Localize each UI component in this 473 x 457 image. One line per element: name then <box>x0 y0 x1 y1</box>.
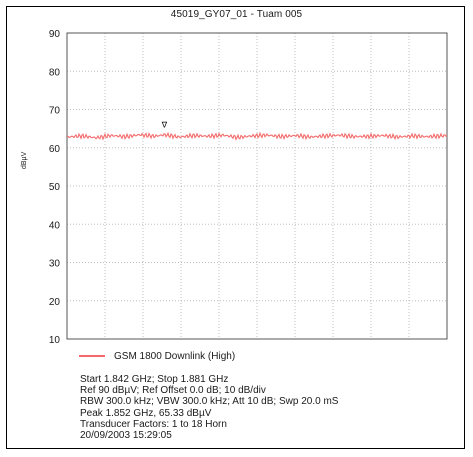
plot-area: 90 80 70 60 50 40 30 20 10 ∇ <box>49 29 448 346</box>
peak-marker: ∇ <box>161 120 168 129</box>
chart-title: 45019_GY07_01 - Tuam 005 <box>170 9 303 20</box>
grid <box>67 33 447 339</box>
y-tick-label: 70 <box>49 106 61 117</box>
info-line-bandwidth: RBW 300.0 kHz; VBW 300.0 kHz; Att 10 dB;… <box>80 396 339 408</box>
y-tick-labels: 90 80 70 60 50 40 30 20 10 <box>49 29 61 346</box>
info-line-ref: Ref 90 dBµV; Ref Offset 0.0 dB; 10 dB/di… <box>80 385 266 397</box>
plot-border <box>66 32 448 340</box>
measurement-info: Start 1.842 GHz; Stop 1.881 GHz Ref 90 d… <box>80 374 338 441</box>
chart-frame: 45019_GY07_01 - Tuam 005 90 80 70 60 50 40 30 2… <box>6 6 465 449</box>
series-line <box>66 131 448 141</box>
info-line-peak: Peak 1.852 GHz, 65.33 dBµV <box>80 407 212 419</box>
info-line-timestamp: 20/09/2003 15:29:05 <box>80 430 172 442</box>
y-tick-label: 90 <box>49 29 61 40</box>
y-axis-label: dBµV <box>21 151 28 169</box>
y-tick-label: 10 <box>49 335 61 346</box>
legend-swatch <box>79 355 105 357</box>
y-tick-label: 30 <box>49 259 61 270</box>
info-line-range: Start 1.842 GHz; Stop 1.881 GHz <box>80 374 229 385</box>
legend-label: GSM 1800 Downlink (High) <box>114 350 236 362</box>
legend: GSM 1800 Downlink (High) <box>79 349 235 363</box>
y-tick-label: 40 <box>49 220 61 231</box>
info-line-transducer: Transducer Factors: 1 to 18 Horn <box>80 418 227 430</box>
y-tick-label: 20 <box>49 297 61 308</box>
y-tick-label: 60 <box>49 144 61 155</box>
y-tick-label: 50 <box>49 182 61 193</box>
y-tick-label: 80 <box>49 67 61 78</box>
